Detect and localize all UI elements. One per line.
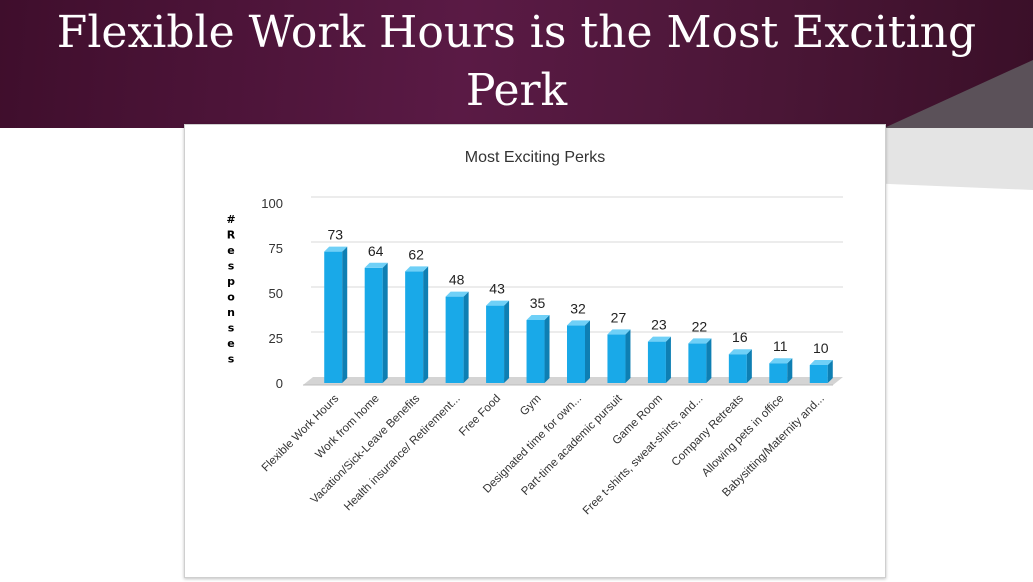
data-label: 22 <box>692 318 708 334</box>
y-axis-label-char: e <box>227 337 234 350</box>
data-label: 10 <box>813 340 829 356</box>
data-label: 35 <box>530 295 546 311</box>
bar <box>728 349 752 383</box>
bar-front <box>688 343 707 383</box>
bar <box>405 266 429 383</box>
data-label: 62 <box>408 246 424 262</box>
bar-side <box>665 336 671 383</box>
bar-side <box>463 291 469 383</box>
bar-side <box>382 262 388 383</box>
bar-front <box>486 305 505 383</box>
data-labels: 73 64 62 48 43 35 32 27 23 22 16 11 10 <box>327 227 828 356</box>
bar-side <box>423 266 429 383</box>
y-axis-ticks: 0 25 50 75 100 <box>261 196 283 391</box>
bar-front <box>809 365 828 383</box>
y-axis-label-char: o <box>227 291 235 304</box>
y-tick-label: 25 <box>269 331 283 346</box>
bar <box>769 358 793 383</box>
banner-accent-light <box>884 128 1033 190</box>
data-label: 64 <box>368 243 384 259</box>
y-axis-label-char: R <box>227 229 236 242</box>
bar-side <box>787 358 793 383</box>
bar <box>324 246 348 383</box>
category-label: Flexible Work Hours <box>260 392 342 474</box>
bar <box>567 320 590 383</box>
bar <box>607 329 631 383</box>
bar-side <box>746 349 752 383</box>
bars <box>324 246 833 383</box>
category-label: Allowing pets in office <box>700 393 787 480</box>
bar-top <box>728 349 752 355</box>
bar <box>688 338 712 383</box>
y-tick-label: 100 <box>261 196 283 211</box>
data-label: 11 <box>773 338 788 354</box>
y-tick-label: 75 <box>269 241 283 256</box>
chart-title: Most Exciting Perks <box>465 149 605 166</box>
category-label: Company Retreats <box>670 392 746 468</box>
bar <box>647 336 671 383</box>
data-label: 73 <box>327 227 343 243</box>
data-label: 32 <box>570 300 586 316</box>
bar-top <box>364 262 388 268</box>
bar <box>526 315 550 383</box>
bar-front <box>607 334 626 383</box>
bar-top <box>688 338 712 344</box>
bar-top <box>445 291 469 297</box>
y-axis-label-char: n <box>227 306 235 319</box>
bar-front <box>445 296 464 383</box>
bar-top <box>647 336 671 342</box>
category-label: Gym <box>518 393 544 419</box>
bar <box>809 360 833 383</box>
bar-top <box>809 360 833 365</box>
bar <box>486 300 510 383</box>
bar <box>364 262 388 383</box>
y-axis-label-char: e <box>227 244 234 257</box>
y-axis-label-char: s <box>228 322 235 335</box>
y-tick-label: 0 <box>276 376 283 391</box>
bar-top <box>567 320 590 326</box>
title-banner <box>0 0 1033 128</box>
bar-side <box>585 320 590 383</box>
bar-front <box>567 325 585 383</box>
data-label: 16 <box>732 329 748 345</box>
y-axis-label-char: s <box>228 353 235 366</box>
bar-top <box>607 329 631 335</box>
y-axis-label-char: s <box>228 260 235 273</box>
bar-side <box>342 246 348 383</box>
bar-side <box>544 315 550 383</box>
bar-side <box>827 360 833 383</box>
bar-side <box>504 300 510 383</box>
bar-front <box>728 354 747 383</box>
bar-front <box>647 341 666 383</box>
bar-front <box>324 251 343 383</box>
slide-title: Flexible Work Hours is the Most Exciting… <box>56 7 977 116</box>
bar-top <box>324 246 348 252</box>
bar-side <box>706 338 712 383</box>
bar-top <box>769 358 793 364</box>
y-axis-label-char: p <box>227 275 235 288</box>
bar-front <box>526 320 545 383</box>
data-label: 43 <box>489 281 505 297</box>
data-label: 23 <box>651 317 667 333</box>
category-label: Free Food <box>457 393 503 439</box>
bar-front <box>364 267 383 383</box>
bar-top <box>405 266 429 272</box>
y-axis-label-char: # <box>226 213 235 226</box>
bar-side <box>625 329 631 383</box>
bar-top <box>486 300 510 306</box>
bar-front <box>769 363 788 383</box>
data-label: 27 <box>611 309 627 325</box>
y-tick-label: 50 <box>269 286 283 301</box>
bar-front <box>405 271 424 383</box>
bar-top <box>526 315 550 320</box>
bar <box>445 291 469 383</box>
data-label: 48 <box>449 272 465 288</box>
